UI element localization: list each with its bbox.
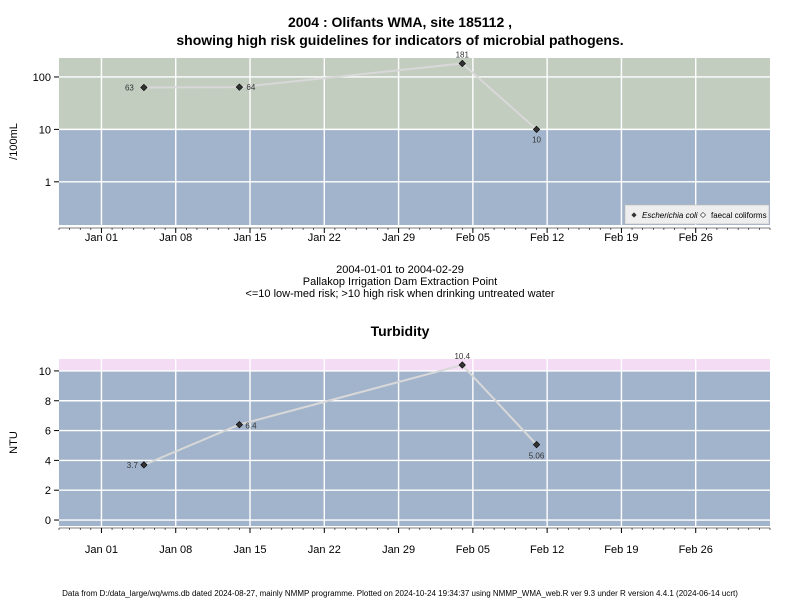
turbidity-x-tick-label: Feb 12 — [530, 544, 564, 556]
turbidity-high-risk-zone — [59, 359, 770, 371]
turbidity-data-point — [235, 420, 244, 429]
microbial-x-tick-label: Feb 19 — [604, 232, 638, 244]
turbidity-data-label: 5.06 — [529, 452, 545, 461]
turbidity-data-label: 3.7 — [127, 461, 139, 470]
turbidity-series-line — [143, 363, 538, 466]
microbial-x-tick-label: Feb 05 — [456, 232, 490, 244]
turbidity-y-axis-label: NTU — [8, 431, 20, 454]
date-range-label: 2004-01-01 to 2004-02-29 — [336, 264, 464, 276]
microbial-x-tick-label: Jan 15 — [233, 232, 266, 244]
microbial-x-tick-label: Jan 29 — [382, 232, 415, 244]
microbial-x-tick-label: Jan 22 — [308, 232, 341, 244]
turbidity-data-point — [532, 440, 541, 449]
turbidity-x-tick-label: Feb 05 — [456, 544, 490, 556]
microbial-y-tick-label: 1 — [45, 177, 51, 189]
microbial-legend-label: faecal coliforms — [711, 211, 767, 220]
turbidity-y-tick-label: 4 — [45, 455, 51, 467]
microbial-legend-label: Escherichia coli — [642, 211, 698, 220]
chart-title-line-1: 2004 : Olifants WMA, site 185112 , — [287, 14, 513, 30]
microbial-data-point — [235, 83, 244, 91]
microbial-data-point — [532, 125, 541, 134]
site-name-label: Pallakop Irrigation Dam Extraction Point — [302, 276, 498, 288]
turbidity-y-tick-label: 0 — [45, 515, 51, 527]
microbial-data-label: 63 — [125, 83, 134, 92]
microbial-x-tick-label: Feb 12 — [530, 232, 564, 244]
microbial-y-tick-label: 100 — [33, 72, 51, 84]
turbidity-data-label: 6.4 — [245, 422, 257, 431]
microbial-high-risk-zone — [59, 58, 770, 130]
microbial-y-axis-label: /100mL — [8, 123, 20, 160]
turbidity-y-tick-label: 6 — [45, 426, 51, 438]
microbial-data-label: 181 — [456, 50, 470, 59]
microbial-data-point — [458, 59, 466, 68]
microbial-series-line — [143, 62, 538, 131]
turbidity-y-tick-label: 8 — [45, 396, 51, 408]
turbidity-y-tick-label: 2 — [45, 485, 51, 497]
microbial-legend-marker-open — [699, 211, 707, 219]
microbial-y-tick-label: 10 — [39, 124, 51, 136]
microbial-legend-box — [624, 204, 770, 225]
turbidity-x-tick-label: Jan 08 — [159, 544, 192, 556]
footer-note: Data from D:/data_large/wq/wms.db dated … — [62, 589, 738, 598]
turbidity-data-label: 10.4 — [454, 352, 470, 361]
microbial-data-label: 10 — [532, 135, 541, 144]
microbial-data-label: 64 — [246, 83, 255, 92]
microbial-legend-marker-filled — [631, 212, 637, 218]
microbial-x-tick-label: Jan 08 — [159, 232, 192, 244]
turbidity-data-point — [140, 461, 148, 469]
microbial-data-point — [140, 83, 148, 92]
turbidity-chart-title: Turbidity — [370, 323, 430, 339]
chart-title-line-2: showing high risk guidelines for indicat… — [176, 32, 624, 48]
turbidity-x-tick-label: Feb 26 — [679, 544, 713, 556]
turbidity-x-tick-label: Jan 01 — [85, 544, 118, 556]
turbidity-y-tick-label: 10 — [39, 366, 51, 378]
turbidity-x-tick-label: Feb 19 — [604, 544, 638, 556]
microbial-x-tick-label: Feb 26 — [679, 232, 713, 244]
turbidity-plot-background — [59, 359, 770, 526]
microbial-x-tick-label: Jan 01 — [85, 232, 118, 244]
turbidity-x-tick-label: Jan 29 — [382, 544, 415, 556]
turbidity-x-tick-label: Jan 15 — [233, 544, 266, 556]
turbidity-data-point — [458, 361, 466, 369]
turbidity-x-tick-label: Jan 22 — [308, 544, 341, 556]
risk-note-label: <=10 low-med risk; >10 high risk when dr… — [245, 288, 555, 300]
